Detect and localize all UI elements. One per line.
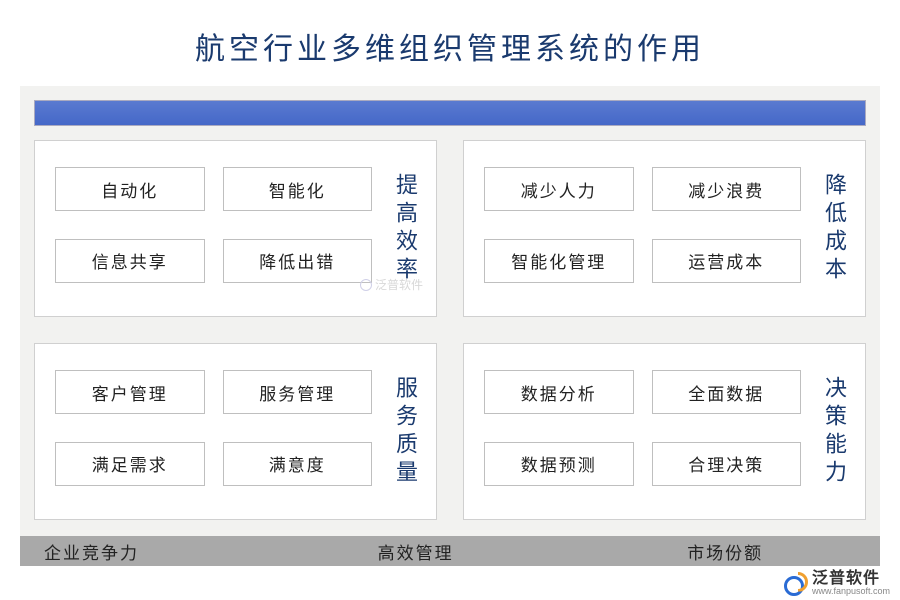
panel-body: 数据分析 全面数据 数据预测 合理决策 xyxy=(476,362,809,501)
brand-watermark: 泛普软件 www.fanpusoft.com xyxy=(784,571,890,596)
panel-label: 降低成本 xyxy=(809,159,853,298)
item-box: 全面数据 xyxy=(652,370,802,414)
item-box: 自动化 xyxy=(55,167,205,211)
item-box: 减少人力 xyxy=(484,167,634,211)
panel-body: 客户管理 服务管理 满足需求 满意度 xyxy=(47,362,380,501)
logo-text: 泛普软件 www.fanpusoft.com xyxy=(812,571,890,596)
logo-icon xyxy=(784,572,808,596)
item-box: 运营成本 xyxy=(652,239,802,283)
watermark-text: 泛普软件 xyxy=(375,276,423,293)
brand-url: www.fanpusoft.com xyxy=(812,587,890,596)
item-box: 信息共享 xyxy=(55,239,205,283)
footer-item: 市场份额 xyxy=(570,539,880,564)
item-box: 降低出错 xyxy=(223,239,373,283)
panel-label: 决策能力 xyxy=(809,362,853,501)
watermark-faint: 泛普软件 xyxy=(360,276,423,293)
item-box: 减少浪费 xyxy=(652,167,802,211)
panel-decision: 数据分析 全面数据 数据预测 合理决策 决策能力 xyxy=(463,343,866,520)
panel-label: 服务质量 xyxy=(380,362,424,501)
footer-item: 企业竞争力 xyxy=(20,539,261,564)
panel-body: 减少人力 减少浪费 智能化管理 运营成本 xyxy=(476,159,809,298)
panel-body: 自动化 智能化 信息共享 降低出错 xyxy=(47,159,380,298)
item-box: 数据分析 xyxy=(484,370,634,414)
item-box: 数据预测 xyxy=(484,442,634,486)
page-title: 航空行业多维组织管理系统的作用 xyxy=(0,0,900,86)
item-box: 合理决策 xyxy=(652,442,802,486)
item-box: 服务管理 xyxy=(223,370,373,414)
item-box: 智能化 xyxy=(223,167,373,211)
panel-grid: 自动化 智能化 信息共享 降低出错 提高效率 减少人力 减少浪费 智能化管理 运… xyxy=(34,140,866,520)
panel-service: 客户管理 服务管理 满足需求 满意度 服务质量 xyxy=(34,343,437,520)
footer-item: 高效管理 xyxy=(261,539,571,564)
main-container: 自动化 智能化 信息共享 降低出错 提高效率 减少人力 减少浪费 智能化管理 运… xyxy=(20,86,880,566)
item-box: 满意度 xyxy=(223,442,373,486)
top-accent-bar xyxy=(34,100,866,126)
item-box: 满足需求 xyxy=(55,442,205,486)
item-box: 客户管理 xyxy=(55,370,205,414)
panel-cost: 减少人力 减少浪费 智能化管理 运营成本 降低成本 xyxy=(463,140,866,317)
logo-icon xyxy=(360,279,372,291)
brand-name: 泛普软件 xyxy=(812,571,890,587)
footer-bar: 企业竞争力 高效管理 市场份额 xyxy=(20,536,880,566)
item-box: 智能化管理 xyxy=(484,239,634,283)
